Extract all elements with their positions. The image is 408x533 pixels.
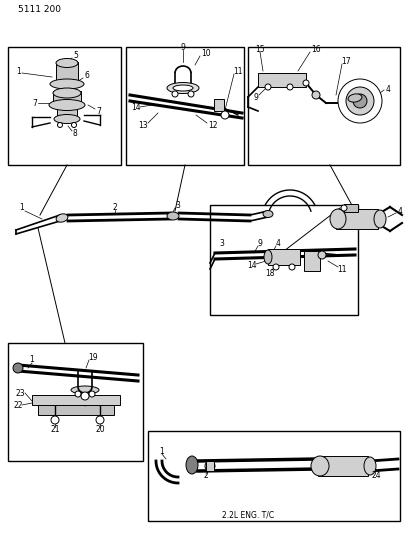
Ellipse shape	[56, 59, 78, 68]
Bar	[32, 395, 120, 405]
Text: 9: 9	[181, 43, 186, 52]
Bar	[38, 403, 114, 415]
Circle shape	[318, 251, 326, 259]
Ellipse shape	[53, 88, 81, 98]
Bar	[126, 47, 244, 165]
Text: 6: 6	[84, 71, 89, 80]
Text: 14: 14	[247, 261, 257, 270]
Text: 14: 14	[131, 102, 141, 111]
Circle shape	[273, 264, 279, 270]
Ellipse shape	[263, 211, 273, 217]
Text: 8: 8	[73, 128, 78, 138]
Bar	[336, 209, 378, 229]
Text: 4: 4	[397, 206, 402, 215]
Text: 11: 11	[233, 67, 243, 76]
Circle shape	[172, 91, 178, 97]
Text: 7: 7	[97, 107, 102, 116]
Ellipse shape	[167, 212, 179, 220]
Circle shape	[312, 91, 320, 99]
Text: 11: 11	[337, 264, 347, 273]
Ellipse shape	[54, 115, 80, 124]
Text: 10: 10	[201, 50, 211, 59]
Bar	[258, 73, 306, 87]
Text: 17: 17	[341, 56, 351, 66]
Ellipse shape	[330, 209, 346, 229]
Ellipse shape	[50, 79, 84, 89]
Circle shape	[303, 80, 309, 86]
Circle shape	[221, 111, 229, 119]
Bar	[57, 103, 77, 119]
Text: 4: 4	[275, 238, 280, 247]
Bar	[268, 249, 300, 265]
Ellipse shape	[374, 210, 386, 228]
Text: 19: 19	[88, 353, 98, 362]
Text: 4: 4	[386, 85, 390, 93]
Ellipse shape	[348, 94, 362, 102]
Ellipse shape	[311, 456, 329, 476]
Bar	[344, 204, 358, 212]
Circle shape	[341, 205, 347, 211]
Circle shape	[353, 94, 367, 108]
Text: 1: 1	[30, 356, 34, 365]
Text: 13: 13	[138, 120, 148, 130]
Circle shape	[81, 392, 89, 400]
Bar	[214, 99, 224, 111]
Ellipse shape	[49, 100, 85, 110]
Text: 22: 22	[13, 400, 23, 409]
Text: 2: 2	[113, 203, 118, 212]
Text: 1: 1	[160, 447, 164, 456]
Text: 15: 15	[255, 44, 265, 53]
Ellipse shape	[364, 457, 376, 475]
Text: 20: 20	[95, 425, 105, 434]
Circle shape	[96, 416, 104, 424]
Text: 21: 21	[50, 425, 60, 434]
Bar	[206, 461, 214, 471]
Bar	[53, 91, 81, 105]
Text: 7: 7	[33, 99, 38, 108]
Circle shape	[71, 123, 77, 127]
Text: 5111 200: 5111 200	[18, 4, 61, 13]
Ellipse shape	[13, 363, 23, 373]
Bar	[318, 456, 368, 476]
Ellipse shape	[71, 386, 99, 394]
Text: 9: 9	[257, 238, 262, 247]
Bar	[8, 343, 143, 461]
Text: 3: 3	[175, 200, 180, 209]
Ellipse shape	[56, 214, 68, 222]
Circle shape	[58, 123, 62, 127]
Circle shape	[188, 91, 194, 97]
Text: 16: 16	[311, 44, 321, 53]
Text: 18: 18	[265, 269, 275, 278]
Circle shape	[51, 416, 59, 424]
Text: 2.2L ENG. T/C: 2.2L ENG. T/C	[222, 511, 274, 520]
Text: 23: 23	[15, 389, 25, 398]
Ellipse shape	[186, 456, 198, 474]
Text: 1: 1	[17, 68, 21, 77]
Circle shape	[287, 84, 293, 90]
Text: 9: 9	[253, 93, 258, 101]
Text: 24: 24	[371, 472, 381, 481]
Bar	[56, 62, 78, 84]
Circle shape	[289, 264, 295, 270]
Circle shape	[346, 87, 374, 115]
Circle shape	[338, 79, 382, 123]
Text: 5: 5	[73, 52, 78, 61]
Circle shape	[265, 84, 271, 90]
Text: 2: 2	[204, 472, 208, 481]
Text: 12: 12	[208, 120, 218, 130]
Ellipse shape	[173, 85, 193, 91]
Bar	[8, 47, 121, 165]
Bar	[148, 431, 400, 521]
Bar	[304, 251, 320, 271]
Text: 3: 3	[220, 238, 224, 247]
Bar	[248, 47, 400, 165]
Circle shape	[205, 461, 215, 471]
Circle shape	[89, 391, 95, 397]
Text: 1: 1	[20, 204, 24, 213]
Circle shape	[75, 391, 81, 397]
Bar	[210, 205, 358, 315]
Ellipse shape	[264, 250, 272, 264]
Ellipse shape	[167, 83, 199, 93]
